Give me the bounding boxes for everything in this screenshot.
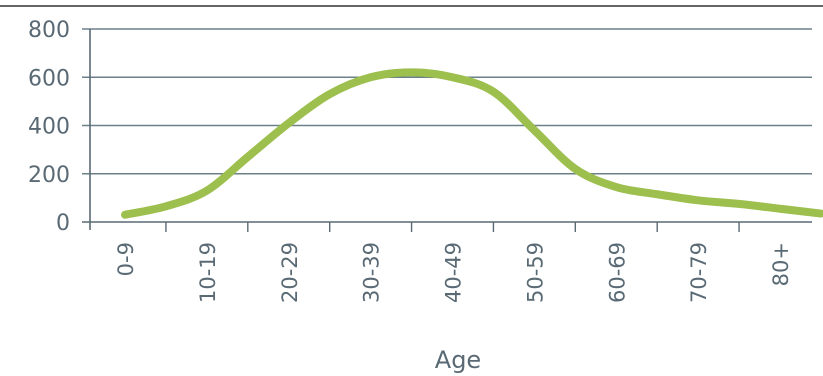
x-tick-label: 10-19 <box>196 242 220 303</box>
axes <box>82 29 812 232</box>
x-axis-title: Age <box>435 346 481 374</box>
x-tick-label: 20-29 <box>278 242 302 303</box>
y-tick-label: 800 <box>28 18 70 43</box>
x-tick-label: 70-79 <box>687 242 711 303</box>
y-tick-label: 200 <box>28 163 70 188</box>
series-layer <box>121 68 823 219</box>
y-tick-label: 600 <box>28 66 70 91</box>
series-line-0 <box>121 68 823 219</box>
x-tick-label: 80+ <box>769 242 793 286</box>
x-tick-labels: 0-9 10-19 20-29 30-39 40-49 50-59 60-69 70-79 80… <box>114 242 793 303</box>
x-tick-label: 40-49 <box>442 242 466 303</box>
x-tick-label: 0-9 <box>114 242 138 276</box>
y-tick-label: 400 <box>28 115 70 140</box>
y-tick-labels: 0 200 400 600 800 <box>28 18 70 236</box>
x-tick-label: 50-59 <box>523 242 547 303</box>
x-tick-label: 30-39 <box>360 242 384 303</box>
y-tick-label: 0 <box>56 211 70 236</box>
grid-lines <box>82 28 812 175</box>
x-tick-label: 60-69 <box>605 242 629 303</box>
